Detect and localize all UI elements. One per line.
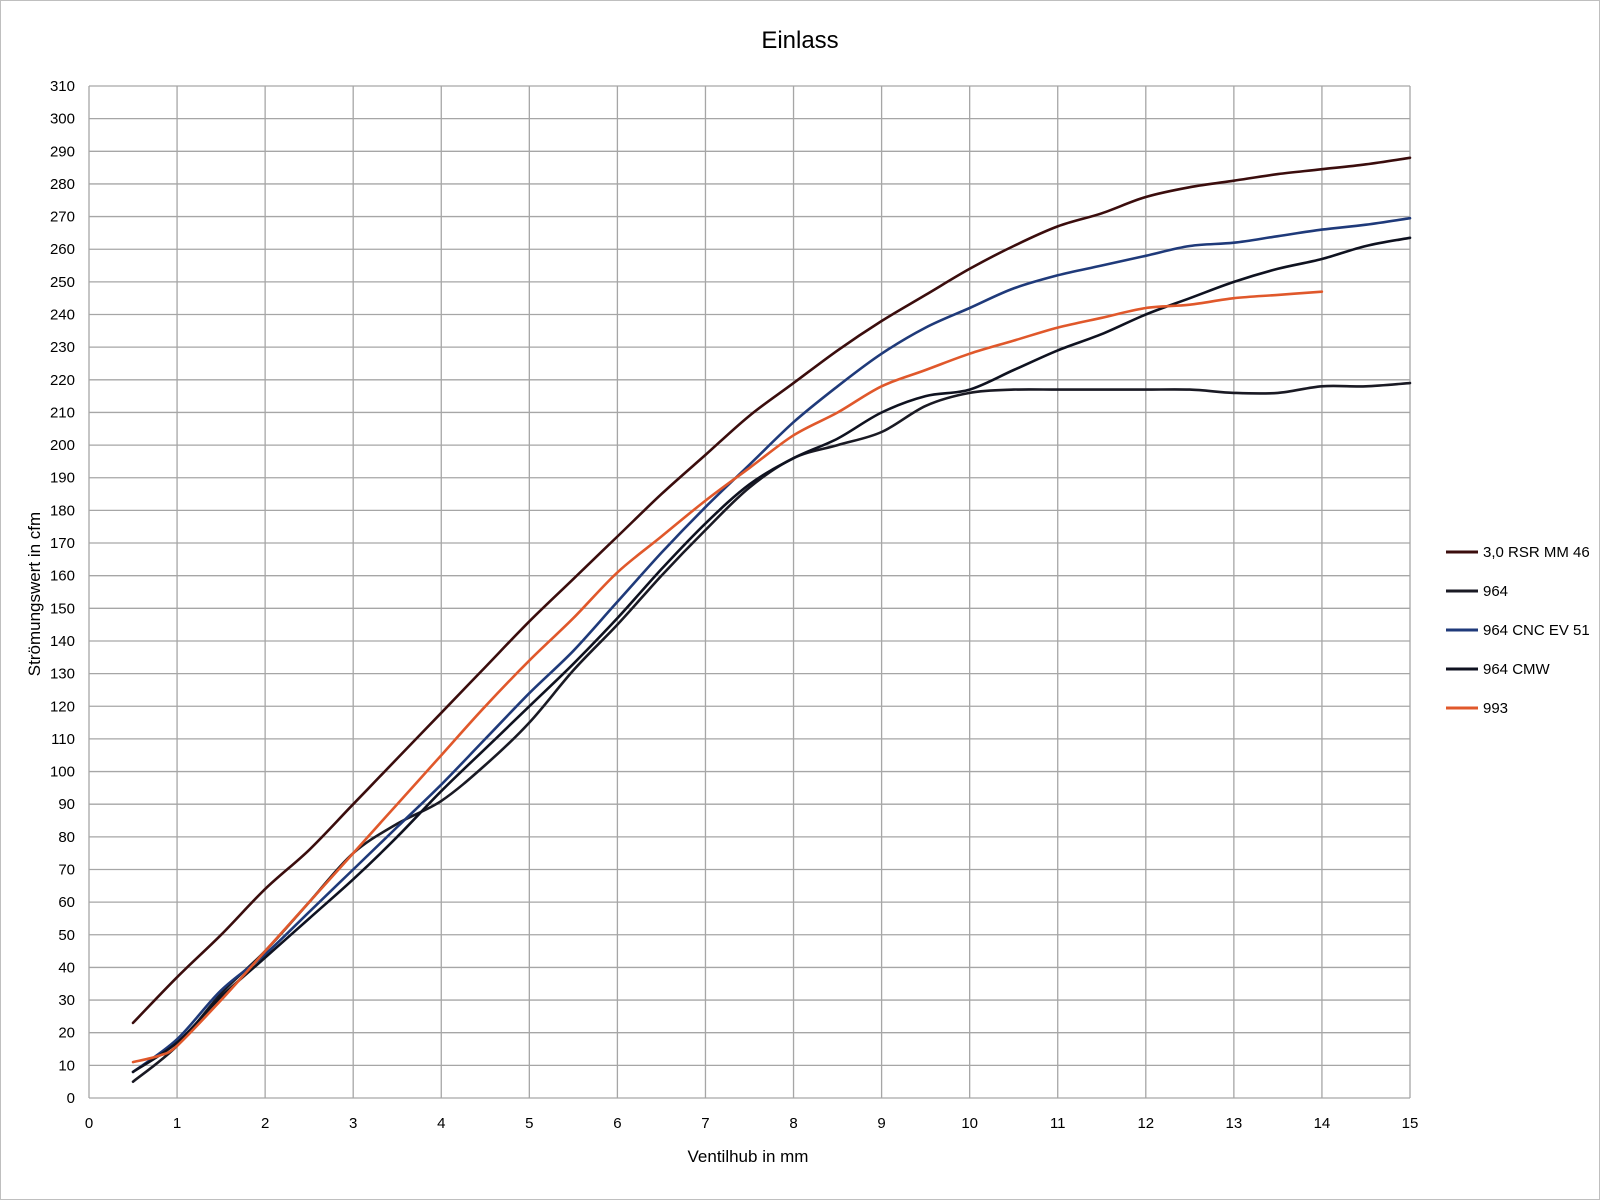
y-tick-label: 90 (58, 796, 75, 813)
y-tick-label: 60 (58, 894, 75, 911)
y-tick-label: 270 (50, 209, 75, 226)
y-tick-label: 70 (58, 861, 75, 878)
x-tick-label: 13 (1226, 1115, 1243, 1132)
y-tick-label: 100 (50, 764, 75, 781)
x-tick-label: 15 (1402, 1115, 1419, 1132)
y-tick-label: 170 (50, 535, 75, 552)
y-tick-label: 200 (50, 437, 75, 454)
legend-label: 964 CNC EV 51 (1483, 622, 1590, 639)
y-tick-label: 40 (58, 959, 75, 976)
y-axis-title: Strömungswert in cfm (25, 512, 44, 676)
x-axis-title: Ventilhub in mm (688, 1147, 809, 1166)
y-tick-label: 220 (50, 372, 75, 389)
y-tick-label: 310 (50, 78, 75, 95)
x-tick-label: 6 (613, 1115, 621, 1132)
x-tick-label: 9 (877, 1115, 885, 1132)
x-tick-label: 10 (961, 1115, 978, 1132)
chart-title: Einlass (761, 27, 838, 54)
y-tick-label: 230 (50, 339, 75, 356)
x-tick-label: 12 (1137, 1115, 1154, 1132)
legend-label: 993 (1483, 700, 1508, 717)
y-tick-label: 0 (67, 1090, 75, 1107)
y-tick-label: 50 (58, 927, 75, 944)
y-tick-label: 260 (50, 241, 75, 258)
series-line-4 (131, 290, 1324, 1064)
y-tick-label: 150 (50, 600, 75, 617)
legend-label: 3,0 RSR MM 46 (1483, 544, 1590, 561)
y-tick-label: 30 (58, 992, 75, 1009)
series-line-0 (131, 156, 1412, 1025)
series-lines (131, 156, 1412, 1083)
y-tick-label: 140 (50, 633, 75, 650)
y-axis-ticks: 0 10 20 30 40 50 60 70 80 90 100 110 120 130 140 150 160… (50, 78, 75, 1107)
x-tick-label: 4 (437, 1115, 445, 1132)
y-tick-label: 80 (58, 829, 75, 846)
series-line-1 (131, 381, 1412, 1083)
y-tick-label: 20 (58, 1025, 75, 1042)
y-tick-label: 160 (50, 568, 75, 585)
x-tick-label: 0 (85, 1115, 93, 1132)
y-tick-label: 210 (50, 404, 75, 421)
x-tick-label: 5 (525, 1115, 533, 1132)
series-line-2 (131, 216, 1412, 1074)
x-axis-ticks: 0 1 2 3 4 5 6 7 8 9 10 11 12 13 14 15 (85, 1115, 1419, 1132)
y-tick-label: 110 (51, 731, 75, 748)
y-tick-label: 120 (50, 698, 75, 715)
y-tick-label: 190 (50, 470, 75, 487)
y-tick-label: 180 (50, 502, 75, 519)
y-tick-label: 240 (50, 307, 75, 324)
legend-label: 964 CMW (1483, 661, 1551, 678)
legend-label: 964 (1483, 583, 1508, 600)
x-tick-label: 11 (1050, 1115, 1066, 1132)
x-tick-label: 3 (349, 1115, 357, 1132)
y-tick-label: 10 (58, 1057, 75, 1074)
y-tick-label: 300 (50, 111, 75, 128)
legend: 3,0 RSR MM 46 964 964 CNC EV 51 964 CMW 993 (1446, 544, 1590, 717)
grid (88, 85, 1411, 1099)
y-tick-label: 280 (50, 176, 75, 193)
x-tick-label: 14 (1314, 1115, 1331, 1132)
x-tick-label: 1 (173, 1115, 181, 1132)
x-tick-label: 8 (789, 1115, 797, 1132)
x-tick-label: 2 (261, 1115, 269, 1132)
y-tick-label: 290 (50, 143, 75, 160)
y-tick-label: 250 (50, 274, 75, 291)
y-tick-label: 130 (50, 666, 75, 683)
x-tick-label: 7 (701, 1115, 709, 1132)
series-line-3 (131, 236, 1412, 1074)
